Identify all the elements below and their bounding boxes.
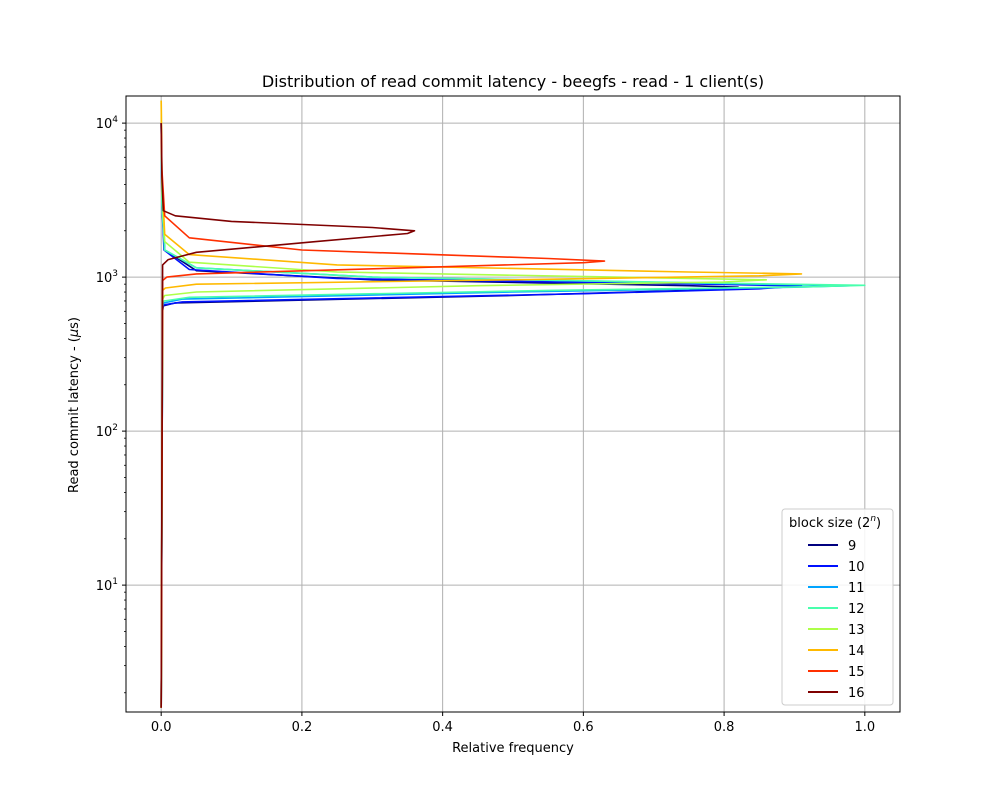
legend-title-exp: n (870, 514, 876, 524)
plot-frame (125, 95, 901, 713)
x-tick-label: 0.6 (573, 720, 594, 735)
y-axis-label: Read commit latency - (μs) (67, 317, 82, 493)
y-tick-label: 103 (96, 269, 118, 286)
y-axis-label-prefix: Read commit latency - ( (67, 337, 82, 493)
series-layer (160, 100, 866, 708)
legend-label-9: 9 (848, 539, 856, 554)
grid (126, 96, 900, 712)
legend-label-12: 12 (848, 602, 865, 617)
legend-label-15: 15 (848, 665, 865, 680)
legend-title-main: block size (2 (789, 516, 870, 531)
series-line-16 (160, 123, 416, 708)
y-axis-label-suffix: s) (67, 317, 82, 329)
legend: block size (2n) 9 10 11 12 13 14 15 16 (781, 508, 894, 706)
legend-items: 9 10 11 12 13 14 15 16 (808, 539, 865, 701)
y-tick-label: 101 (96, 577, 118, 594)
x-tick-label: 1.0 (854, 720, 875, 735)
series-line-13 (160, 100, 768, 708)
x-axis-label: Relative frequency (452, 741, 574, 756)
x-tick-label: 0.0 (151, 720, 172, 735)
x-tick-label: 0.2 (292, 720, 313, 735)
legend-title: block size (2n) (789, 514, 881, 531)
y-tick-label: 104 (96, 115, 119, 132)
series-line-15 (160, 123, 606, 708)
legend-label-14: 14 (848, 644, 865, 659)
series-line-14 (160, 100, 803, 708)
legend-label-11: 11 (848, 581, 865, 596)
legend-label-10: 10 (848, 560, 865, 575)
x-tick-label: 0.4 (432, 720, 453, 735)
series-line-12 (160, 123, 866, 708)
legend-title-close: ) (876, 516, 881, 531)
legend-label-13: 13 (848, 623, 865, 638)
legend-label-16: 16 (848, 686, 865, 701)
y-axis-label-mu: μ (67, 329, 82, 338)
y-axis: 101 102 103 104 (96, 115, 126, 694)
chart-title: Distribution of read commit latency - be… (262, 72, 764, 91)
x-tick-label: 0.8 (714, 720, 735, 735)
x-axis: 0.0 0.2 0.4 0.6 0.8 1.0 (151, 712, 875, 735)
y-tick-label: 102 (96, 423, 118, 440)
